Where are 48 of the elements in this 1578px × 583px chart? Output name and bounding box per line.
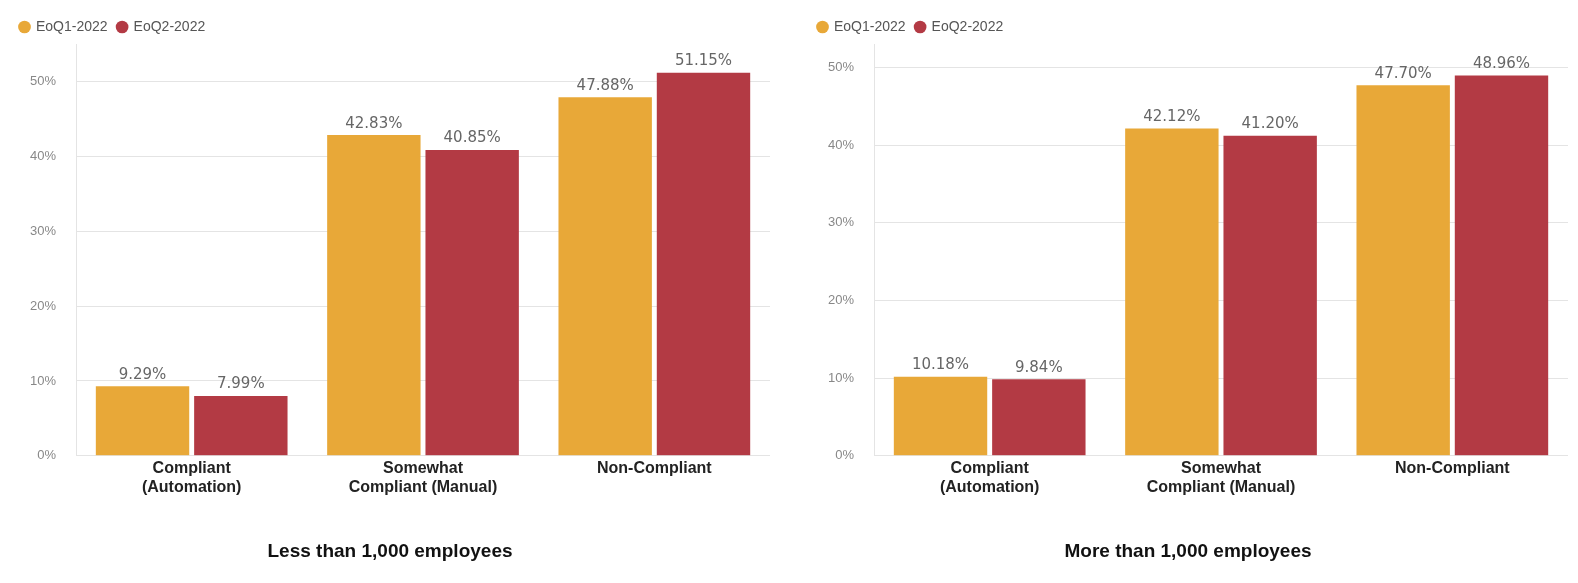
- y-tick-label: 30%: [827, 214, 855, 230]
- bar: [992, 379, 1086, 456]
- bar: [1454, 75, 1549, 456]
- bar: [1356, 85, 1450, 456]
- data-label: 51.15%: [674, 51, 733, 70]
- legend-label: EoQ1-2022: [36, 17, 108, 34]
- y-tick-label: 20%: [827, 291, 855, 307]
- y-tick-label: 10%: [29, 372, 57, 388]
- legend-label: EoQ1-2022: [834, 17, 906, 34]
- bar: [893, 376, 988, 456]
- text: More than 1,000 employees: [1064, 539, 1312, 561]
- legend-label: EoQ2-2022: [133, 17, 206, 34]
- bar: [558, 97, 652, 456]
- x-tick-label: Non-Compliant: [1395, 458, 1511, 476]
- data-label: 9.84%: [1015, 357, 1063, 376]
- x-tick-label: Compliant (Automation): [141, 458, 242, 496]
- x-tick-label: Non-Compliant: [597, 458, 713, 476]
- data-label: 41.20%: [1241, 114, 1299, 133]
- bar: [656, 72, 751, 456]
- data-label: 42.83%: [345, 113, 403, 132]
- bar: [194, 395, 288, 456]
- data-label: 40.85%: [443, 128, 501, 147]
- y-tick-label: 50%: [29, 73, 57, 89]
- data-label: 7.99%: [217, 374, 265, 393]
- bar: [327, 135, 421, 456]
- y-tick-label: 50%: [827, 58, 855, 74]
- bar: [95, 386, 190, 456]
- x-tick-label: Somewhat Compliant (Manual): [1146, 458, 1296, 496]
- x-tick-label: Somewhat Compliant (Manual): [348, 458, 498, 496]
- data-label: 9.29%: [118, 364, 167, 383]
- y-tick-label: 10%: [827, 369, 855, 385]
- bar: [1223, 135, 1317, 456]
- x-tick-label: Compliant (Automation): [939, 458, 1040, 496]
- y-tick-label: 20%: [29, 297, 57, 313]
- data-label: 42.12%: [1143, 106, 1201, 125]
- data-label: 47.88%: [576, 75, 634, 94]
- data-label: 47.70%: [1374, 63, 1432, 82]
- text: Less than 1,000 employees: [267, 539, 513, 561]
- y-tick-label: 40%: [29, 147, 57, 163]
- data-label: 48.96%: [1472, 53, 1531, 72]
- y-tick-label: 30%: [29, 222, 57, 238]
- y-tick-label: 0%: [37, 447, 57, 463]
- bar: [425, 149, 519, 456]
- y-tick-label: 40%: [827, 136, 855, 152]
- legend-label: EoQ2-2022: [931, 17, 1004, 34]
- y-tick-label: 0%: [835, 447, 855, 463]
- bar: [1125, 128, 1219, 456]
- data-label: 10.18%: [911, 355, 970, 374]
